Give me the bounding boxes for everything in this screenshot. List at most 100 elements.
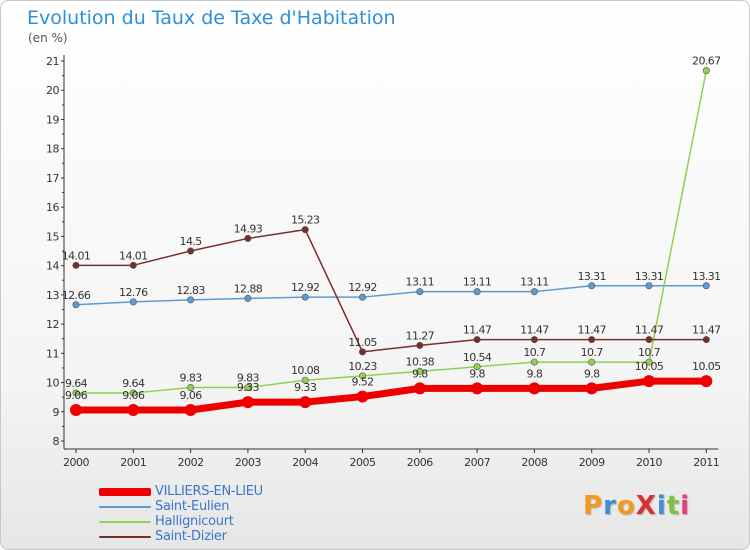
y-tick-label: 8 bbox=[53, 435, 60, 448]
data-label: 11.47 bbox=[520, 324, 549, 337]
unit-label: (en %) bbox=[28, 31, 68, 45]
legend-label: VILLIERS-EN-LIEU bbox=[155, 484, 263, 499]
data-point bbox=[301, 226, 309, 234]
series-line bbox=[75, 285, 707, 306]
data-label: 9.33 bbox=[294, 381, 317, 394]
data-point bbox=[645, 282, 653, 290]
data-label: 20.67 bbox=[692, 55, 721, 68]
legend-label: Hallignicourt bbox=[155, 514, 234, 529]
data-point bbox=[70, 404, 82, 417]
data-label: 14.01 bbox=[119, 249, 148, 262]
data-label: 9.64 bbox=[122, 377, 145, 390]
data-point bbox=[187, 384, 195, 392]
data-point bbox=[585, 382, 598, 395]
data-label: 11.47 bbox=[463, 324, 492, 337]
legend-swatch bbox=[99, 488, 151, 496]
data-point bbox=[530, 288, 538, 296]
y-tick-label: 19 bbox=[46, 113, 59, 126]
data-point bbox=[473, 288, 481, 296]
data-label: 13.11 bbox=[463, 276, 492, 289]
data-point bbox=[416, 367, 424, 375]
data-point bbox=[645, 336, 653, 344]
data-label: 14.01 bbox=[62, 249, 91, 262]
data-label: 10.05 bbox=[692, 360, 721, 373]
legend-swatch bbox=[99, 536, 151, 538]
data-point bbox=[643, 375, 655, 388]
data-label: 9.33 bbox=[237, 381, 260, 394]
x-tick-label: 2009 bbox=[579, 456, 605, 469]
data-label: 9.83 bbox=[237, 372, 260, 385]
x-tick-label: 2001 bbox=[120, 456, 146, 469]
data-point bbox=[645, 358, 653, 366]
data-label: 10.54 bbox=[463, 351, 492, 364]
data-label: 10.23 bbox=[348, 360, 377, 373]
data-label: 10.08 bbox=[291, 364, 320, 377]
data-label: 10.38 bbox=[406, 355, 435, 368]
x-tick-label: 2003 bbox=[235, 456, 261, 469]
y-tick-label: 18 bbox=[46, 143, 59, 156]
data-point bbox=[528, 382, 541, 395]
data-label: 10.05 bbox=[635, 360, 664, 373]
x-tick-label: 2011 bbox=[693, 456, 719, 469]
data-label: 10.7 bbox=[523, 346, 546, 359]
data-label: 13.31 bbox=[635, 270, 664, 283]
data-point bbox=[473, 363, 481, 371]
x-tick-label: 2007 bbox=[464, 456, 490, 469]
data-label: 11.27 bbox=[406, 329, 435, 342]
chart-title: Evolution du Taux de Taxe d'Habitation bbox=[27, 7, 396, 29]
legend-label: Saint-Eulien bbox=[155, 499, 230, 514]
x-tick-label: 2000 bbox=[63, 456, 89, 469]
data-point bbox=[244, 384, 252, 392]
y-tick-label: 14 bbox=[46, 260, 59, 273]
data-point bbox=[471, 382, 484, 395]
y-tick-label: 9 bbox=[53, 406, 60, 419]
data-label: 13.31 bbox=[577, 270, 606, 283]
data-point bbox=[530, 336, 538, 344]
data-point bbox=[588, 358, 596, 366]
data-label: 9.06 bbox=[180, 389, 203, 402]
y-tick-label: 12 bbox=[46, 318, 59, 331]
data-label: 9.8 bbox=[584, 367, 600, 380]
data-label: 12.76 bbox=[119, 286, 148, 299]
legend-swatch bbox=[99, 521, 151, 523]
data-point bbox=[127, 404, 140, 417]
data-point bbox=[72, 389, 80, 397]
data-label: 12.66 bbox=[62, 289, 91, 302]
legend-swatch bbox=[99, 506, 151, 508]
data-point bbox=[416, 288, 424, 296]
data-point bbox=[473, 336, 481, 344]
x-tick-label: 2006 bbox=[407, 456, 433, 469]
data-label: 11.05 bbox=[348, 336, 377, 349]
data-point bbox=[187, 247, 195, 255]
data-label: 14.5 bbox=[180, 235, 203, 248]
y-tick-label: 11 bbox=[46, 347, 59, 360]
series-line bbox=[76, 228, 707, 353]
data-label: 9.06 bbox=[65, 389, 88, 402]
y-tick-label: 13 bbox=[46, 289, 59, 302]
data-label: 9.8 bbox=[527, 367, 543, 380]
data-point bbox=[530, 358, 538, 366]
data-label: 9.8 bbox=[469, 367, 485, 380]
data-label: 12.88 bbox=[234, 282, 263, 295]
legend-label: Saint-Dizier bbox=[155, 529, 227, 544]
y-tick-label: 21 bbox=[46, 55, 59, 68]
series-line bbox=[76, 377, 707, 414]
data-point bbox=[588, 282, 596, 290]
data-label: 13.11 bbox=[406, 276, 435, 289]
data-point bbox=[72, 301, 80, 309]
data-label: 9.52 bbox=[351, 376, 373, 389]
data-label: 10.7 bbox=[581, 346, 604, 359]
x-tick-label: 2004 bbox=[292, 456, 318, 469]
data-point bbox=[244, 294, 252, 302]
proxiti-logo: ProXiti bbox=[583, 491, 691, 521]
data-point bbox=[358, 348, 366, 356]
data-point bbox=[129, 389, 137, 397]
data-label: 9.83 bbox=[180, 372, 203, 385]
data-point bbox=[129, 261, 137, 269]
data-label: 9.8 bbox=[412, 367, 428, 380]
x-tick-label: 2010 bbox=[636, 456, 662, 469]
y-tick-label: 10 bbox=[46, 377, 59, 390]
data-label: 10.7 bbox=[638, 346, 661, 359]
data-point bbox=[241, 396, 254, 409]
